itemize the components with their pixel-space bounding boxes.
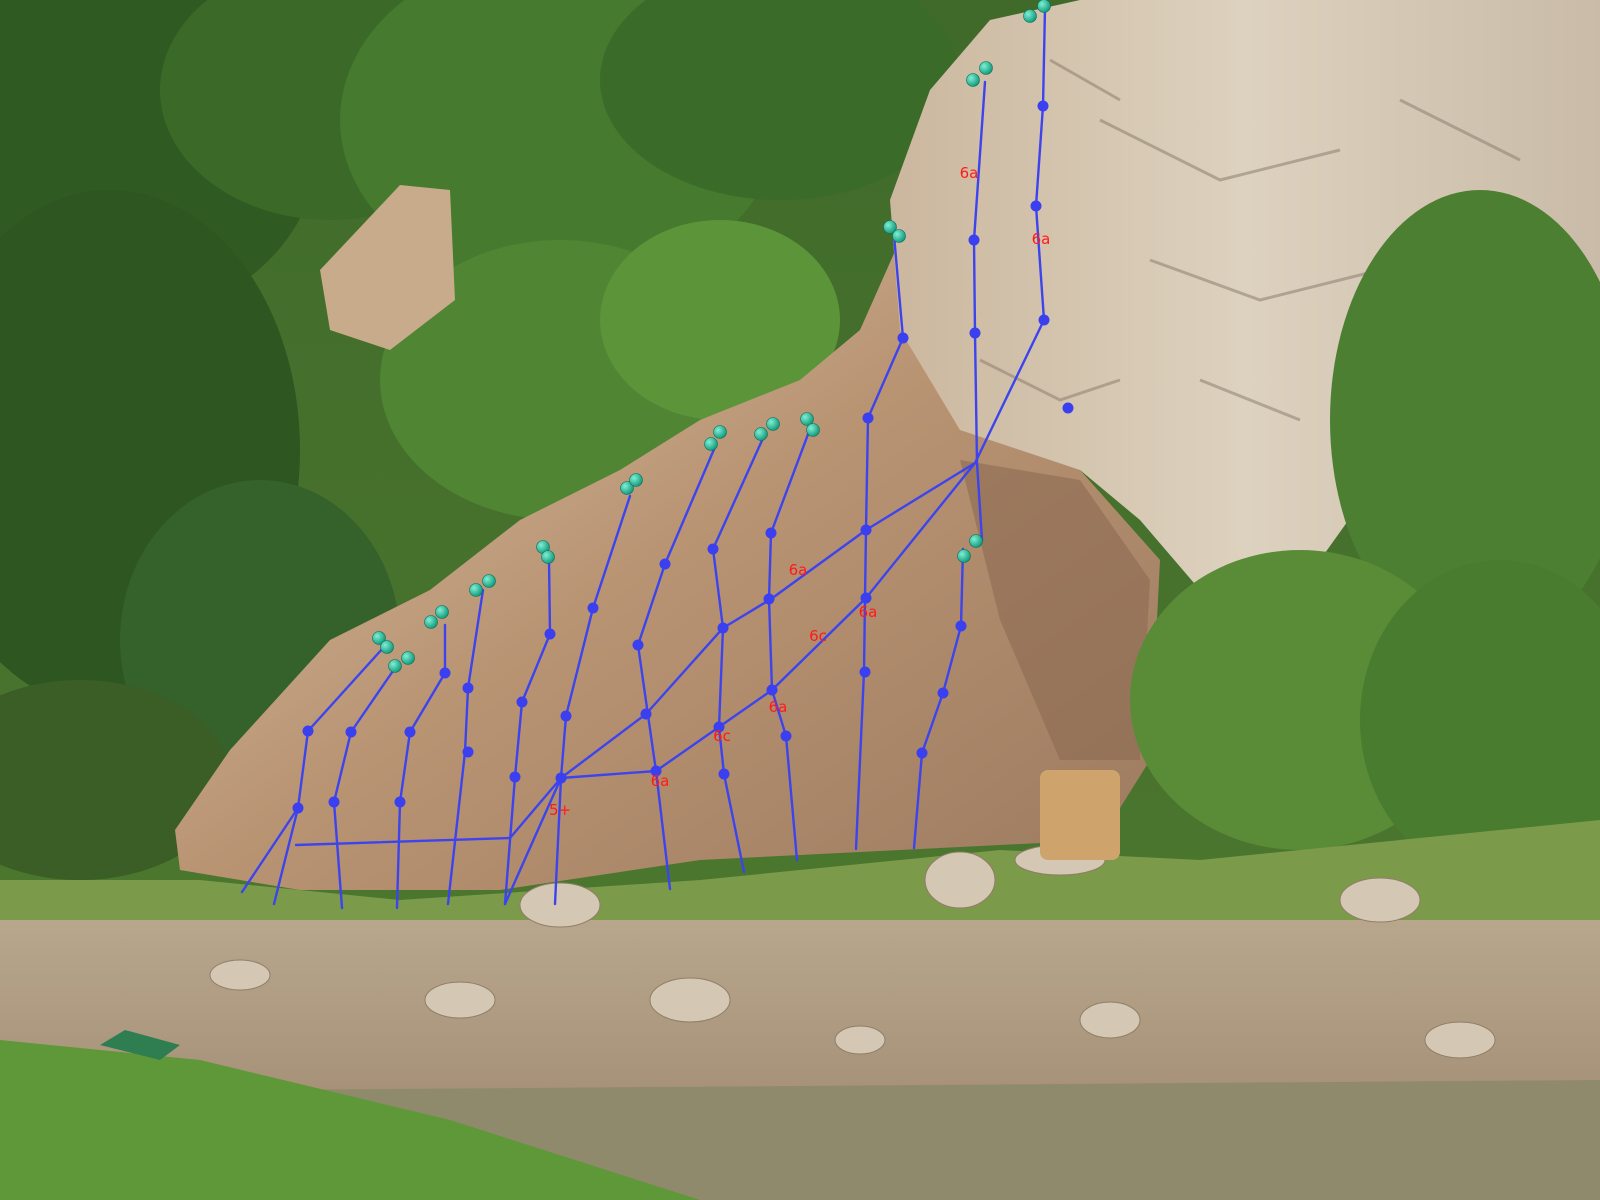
bolt-marker xyxy=(345,726,357,738)
anchor-marker xyxy=(957,549,971,563)
right-vegetation xyxy=(1130,190,1600,880)
anchor-marker xyxy=(1023,9,1037,23)
bolt-marker xyxy=(860,592,872,604)
bolt-marker xyxy=(439,667,451,679)
anchor-marker xyxy=(482,574,496,588)
bolt-marker xyxy=(640,708,652,720)
route-bolts xyxy=(292,100,1074,814)
bolt-marker xyxy=(544,628,556,640)
route-grade-label: 6a xyxy=(1032,230,1051,248)
route-grade-label: 6a xyxy=(651,772,670,790)
route-grade-label: 5+ xyxy=(549,801,571,819)
route-grade-label: 6a xyxy=(789,561,808,579)
rocky-shore xyxy=(0,920,1600,1100)
bolt-marker xyxy=(916,747,928,759)
anchor-marker xyxy=(754,427,768,441)
route-grade-label: 6c xyxy=(809,627,827,645)
bolt-marker xyxy=(969,327,981,339)
anchor-marker xyxy=(883,220,897,234)
bolt-marker xyxy=(780,730,792,742)
bolt-marker xyxy=(763,593,775,605)
boulder xyxy=(1040,770,1120,860)
bolt-marker xyxy=(968,234,980,246)
bolt-marker xyxy=(860,524,872,536)
route-line-2 xyxy=(272,806,300,906)
route-grade-label: 6c xyxy=(713,727,731,745)
bolt-marker xyxy=(650,765,662,777)
bolt-marker xyxy=(1030,200,1042,212)
route-grade-label: 6a xyxy=(960,164,979,182)
route-grade-label: 6a xyxy=(859,603,878,621)
anchor-marker xyxy=(969,534,983,548)
bolt-marker xyxy=(718,768,730,780)
route-grade-label: 6a xyxy=(769,698,788,716)
bolt-marker xyxy=(659,558,671,570)
anchor-marker xyxy=(806,423,820,437)
anchor-marker xyxy=(1037,0,1051,13)
anchor-marker xyxy=(766,417,780,431)
bolt-marker xyxy=(1062,402,1074,414)
bolt-marker xyxy=(937,687,949,699)
bolt-marker xyxy=(328,796,340,808)
bolt-marker xyxy=(955,620,967,632)
bolt-marker xyxy=(555,772,567,784)
bolt-marker xyxy=(862,412,874,424)
route-line-1 xyxy=(240,646,385,894)
scree-rocks xyxy=(209,844,1496,1059)
bolt-marker xyxy=(766,684,778,696)
bolt-marker xyxy=(713,721,725,733)
anchor-marker xyxy=(541,550,555,564)
anchor-marker xyxy=(704,437,718,451)
route-grades: 6a 6a 6a 6a 6c 6a 6c 6a 5+ xyxy=(549,164,1050,819)
route-line-15 xyxy=(294,836,512,847)
green-tarp xyxy=(100,1030,180,1060)
route-line-10 xyxy=(767,427,812,862)
bolt-marker xyxy=(897,332,909,344)
anchor-marker xyxy=(620,481,634,495)
anchor-marker xyxy=(435,605,449,619)
bolt-marker xyxy=(462,682,474,694)
upper-rock-outcrop xyxy=(320,185,455,350)
bolt-marker xyxy=(1038,314,1050,326)
bolt-marker xyxy=(717,622,729,634)
anchor-marker xyxy=(372,631,386,645)
bolt-marker xyxy=(404,726,416,738)
bolt-marker xyxy=(1037,100,1049,112)
bolt-marker xyxy=(765,527,777,539)
anchor-marker xyxy=(800,412,814,426)
bolt-marker xyxy=(516,696,528,708)
route-line-5 xyxy=(446,588,485,906)
bolt-marker xyxy=(587,602,599,614)
bolt-marker xyxy=(394,796,406,808)
bolt-marker xyxy=(707,543,719,555)
route-line-3 xyxy=(332,666,397,910)
bolt-marker xyxy=(302,725,314,737)
anchor-marker xyxy=(629,473,643,487)
anchor-marker xyxy=(892,229,906,243)
bolt-marker xyxy=(292,802,304,814)
route-anchors xyxy=(372,0,1051,673)
anchor-marker xyxy=(388,659,402,673)
slab-shadow xyxy=(960,460,1150,760)
main-rock-slab xyxy=(175,200,1160,890)
bolt-marker xyxy=(560,710,572,722)
anchor-marker xyxy=(966,73,980,87)
anchor-marker xyxy=(979,61,993,75)
anchor-marker xyxy=(380,640,394,654)
anchor-marker xyxy=(424,615,438,629)
cliff-texture xyxy=(979,58,1521,422)
bolt-marker xyxy=(859,666,871,678)
foreground-grass xyxy=(0,1040,700,1200)
anchor-marker xyxy=(713,425,727,439)
route-line-9 xyxy=(711,434,766,874)
bolt-marker xyxy=(632,639,644,651)
anchor-marker xyxy=(469,583,483,597)
bolt-marker xyxy=(462,746,474,758)
anchor-marker xyxy=(401,651,415,665)
bolt-marker xyxy=(509,771,521,783)
